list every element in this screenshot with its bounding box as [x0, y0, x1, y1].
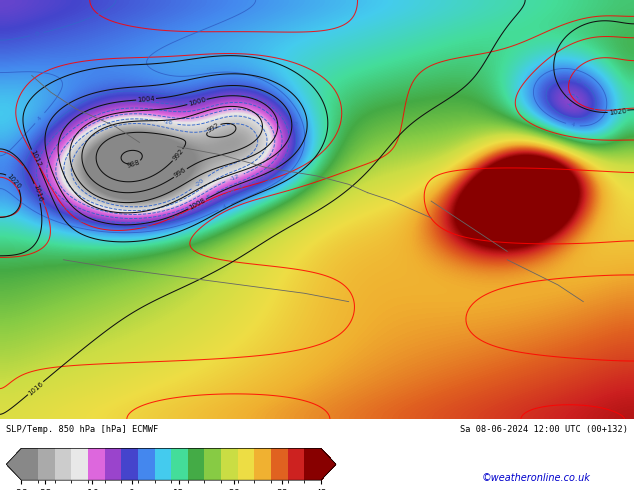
PathPatch shape — [321, 448, 336, 480]
Text: 1016: 1016 — [32, 184, 43, 203]
Text: 4: 4 — [571, 122, 575, 128]
Text: 1008: 1008 — [188, 197, 207, 211]
Text: Sa 08-06-2024 12:00 UTC (00+132): Sa 08-06-2024 12:00 UTC (00+132) — [460, 425, 628, 435]
Text: -12: -12 — [229, 173, 240, 182]
Text: ©weatheronline.co.uk: ©weatheronline.co.uk — [482, 473, 591, 483]
PathPatch shape — [6, 448, 22, 480]
Text: -8: -8 — [205, 193, 212, 200]
Text: SLP/Temp. 850 hPa [hPa] ECMWF: SLP/Temp. 850 hPa [hPa] ECMWF — [6, 425, 158, 435]
Text: 1020: 1020 — [608, 107, 627, 116]
Text: -4: -4 — [566, 101, 573, 108]
Text: 992: 992 — [206, 122, 221, 133]
Text: 1012: 1012 — [29, 149, 42, 168]
Text: 1016: 1016 — [27, 380, 44, 396]
Text: 988: 988 — [126, 159, 141, 169]
Text: -16: -16 — [162, 120, 173, 126]
Text: 4: 4 — [222, 204, 228, 210]
Text: 1004: 1004 — [137, 96, 155, 103]
Text: 992: 992 — [171, 148, 184, 162]
Text: 4: 4 — [37, 115, 43, 122]
Text: -20: -20 — [194, 178, 205, 188]
Text: 1000: 1000 — [188, 97, 207, 107]
Text: 996: 996 — [173, 167, 188, 179]
Text: -4: -4 — [238, 184, 245, 191]
Text: 0: 0 — [576, 78, 581, 84]
Text: 0: 0 — [34, 31, 39, 37]
Text: 1020: 1020 — [6, 172, 22, 190]
Text: 0: 0 — [290, 121, 297, 126]
